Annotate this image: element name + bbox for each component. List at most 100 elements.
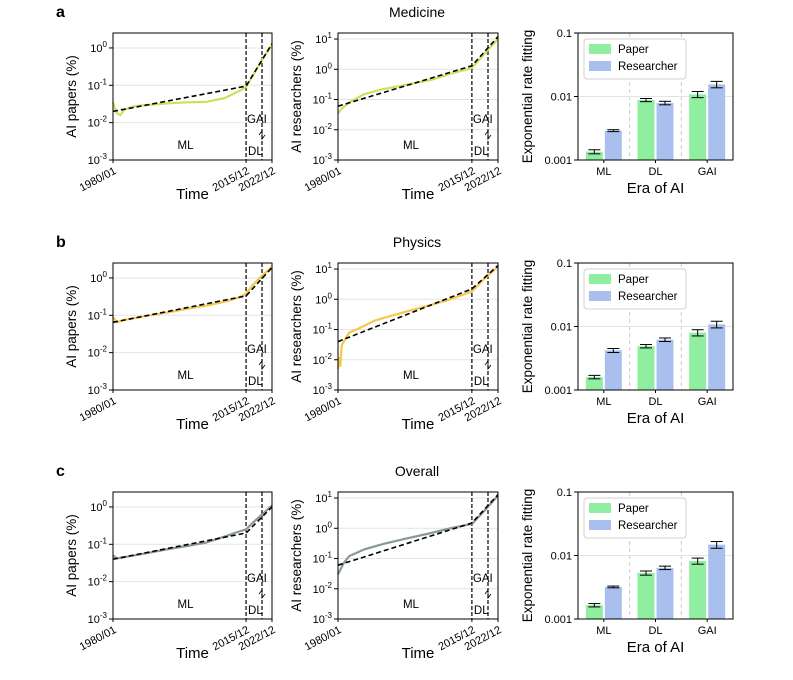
plot-frame [337, 262, 499, 391]
era-label-gai: GAI [473, 114, 493, 126]
y-tick-label: 100 [90, 40, 107, 55]
y-tick-label: 10-3 [313, 382, 333, 397]
legend-swatch-paper [589, 503, 611, 513]
y-tick-label: 100 [315, 291, 332, 306]
x-tick-label: 1980/01 [78, 624, 119, 653]
y-tick-label-exp: 0 [328, 520, 333, 529]
y-tick-label-exp: 0 [103, 499, 108, 508]
x-tick-label: 1980/01 [303, 165, 344, 194]
plot-frame [112, 262, 273, 391]
x-axis-label: Era of AI [627, 410, 685, 427]
break-marker [258, 359, 266, 371]
y-tick-label: 0.001 [544, 614, 572, 626]
actual-series-line [336, 265, 499, 370]
y-tick-label-base: 10 [313, 95, 325, 107]
y-tick-label-exp: -2 [325, 122, 333, 131]
x-tick-label: ML [596, 396, 611, 408]
y-tick-label: 100 [90, 499, 107, 514]
y-tick-label-base: 10 [313, 584, 325, 596]
y-tick-label: 101 [315, 490, 332, 505]
actual-series-line [337, 38, 499, 114]
legend-label-paper: Paper [618, 274, 649, 286]
x-axis-label: Time [176, 186, 209, 203]
era-label-gai: GAI [247, 573, 267, 585]
y-tick-label-exp: -3 [100, 382, 108, 391]
y-tick-label-exp: 1 [328, 31, 333, 40]
y-tick-label-base: 10 [315, 294, 327, 306]
era-label-ml: ML [178, 370, 195, 382]
bar-paper-dl [637, 100, 655, 160]
y-tick-label-exp: 0 [103, 40, 108, 49]
era-label-ml: ML [178, 140, 195, 152]
y-axis-label: Exponential rate fitting [520, 260, 535, 394]
break-marker [258, 129, 266, 141]
y-tick-label: 10-1 [88, 307, 108, 322]
y-tick-label: 10-1 [313, 322, 333, 337]
break-marker [484, 588, 492, 600]
x-tick-label: 1980/01 [303, 624, 344, 653]
y-tick-label-base: 10 [315, 264, 327, 276]
fit-series-line [112, 506, 273, 560]
y-tick-label-base: 10 [88, 310, 100, 322]
bar-paper-ml [585, 377, 603, 390]
era-label-dl: DL [474, 146, 489, 158]
y-tick-label: 10-3 [88, 152, 108, 167]
legend-swatch-researcher [589, 291, 611, 301]
era-label-gai: GAI [473, 573, 493, 585]
x-axis-label: Time [402, 645, 435, 662]
row-title-0: Medicine [389, 4, 445, 20]
panel-label-b: b [56, 234, 66, 251]
y-tick-label-exp: 1 [328, 490, 333, 499]
bar-paper-gai [689, 560, 707, 619]
y-axis-label: AI researchers (%) [289, 499, 304, 612]
y-tick-label-base: 10 [315, 34, 327, 46]
y-tick-label-base: 10 [313, 355, 325, 367]
y-tick-label: 10-2 [88, 574, 108, 589]
bar-researcher-gai [708, 544, 726, 619]
era-label-gai: GAI [247, 344, 267, 356]
bar-researcher-gai [708, 84, 726, 160]
y-tick-label-base: 10 [313, 554, 325, 566]
legend-swatch-researcher [589, 520, 611, 530]
y-tick-label-base: 10 [88, 385, 100, 397]
bar-researcher-dl [656, 339, 674, 390]
bar-researcher-ml [604, 586, 622, 619]
panel-label-c: c [56, 463, 65, 480]
y-tick-label: 10-3 [313, 611, 333, 626]
y-tick-label-exp: -1 [325, 322, 333, 331]
bar-paper-gai [689, 94, 707, 160]
y-tick-label-base: 10 [313, 155, 325, 167]
panel-label-a: a [56, 4, 65, 21]
legend-label-researcher: Researcher [618, 520, 678, 532]
era-label-dl: DL [474, 605, 489, 617]
y-tick-label: 10-1 [313, 92, 333, 107]
legend-label-paper: Paper [618, 44, 649, 56]
y-tick-label-exp: -3 [100, 611, 108, 620]
row-title-2: Overall [395, 463, 439, 479]
y-tick-label-base: 10 [88, 539, 100, 551]
x-tick-label: GAI [698, 166, 717, 178]
y-tick-label-exp: -1 [100, 536, 108, 545]
y-tick-label-base: 10 [90, 502, 102, 514]
y-tick-label-exp: -1 [325, 92, 333, 101]
y-tick-label-base: 10 [88, 348, 100, 360]
y-tick-label-base: 10 [88, 80, 100, 92]
plot-frame [337, 491, 499, 620]
y-tick-label: 0.001 [544, 155, 572, 167]
y-tick-label: 0.01 [551, 322, 572, 334]
x-axis-label: Time [402, 416, 435, 433]
x-tick-label: 1980/01 [78, 165, 119, 194]
bar-paper-gai [689, 332, 707, 390]
y-tick-label-base: 10 [88, 577, 100, 589]
y-tick-label-exp: -2 [325, 352, 333, 361]
legend-label-researcher: Researcher [618, 61, 678, 73]
y-tick-label: 101 [315, 31, 332, 46]
era-label-ml: ML [403, 599, 420, 611]
y-tick-label-base: 10 [90, 43, 102, 55]
y-tick-label: 0.01 [551, 551, 572, 563]
y-tick-label: 0.01 [551, 92, 572, 104]
fit-series-line [112, 43, 273, 113]
fit-series-line [112, 266, 273, 324]
